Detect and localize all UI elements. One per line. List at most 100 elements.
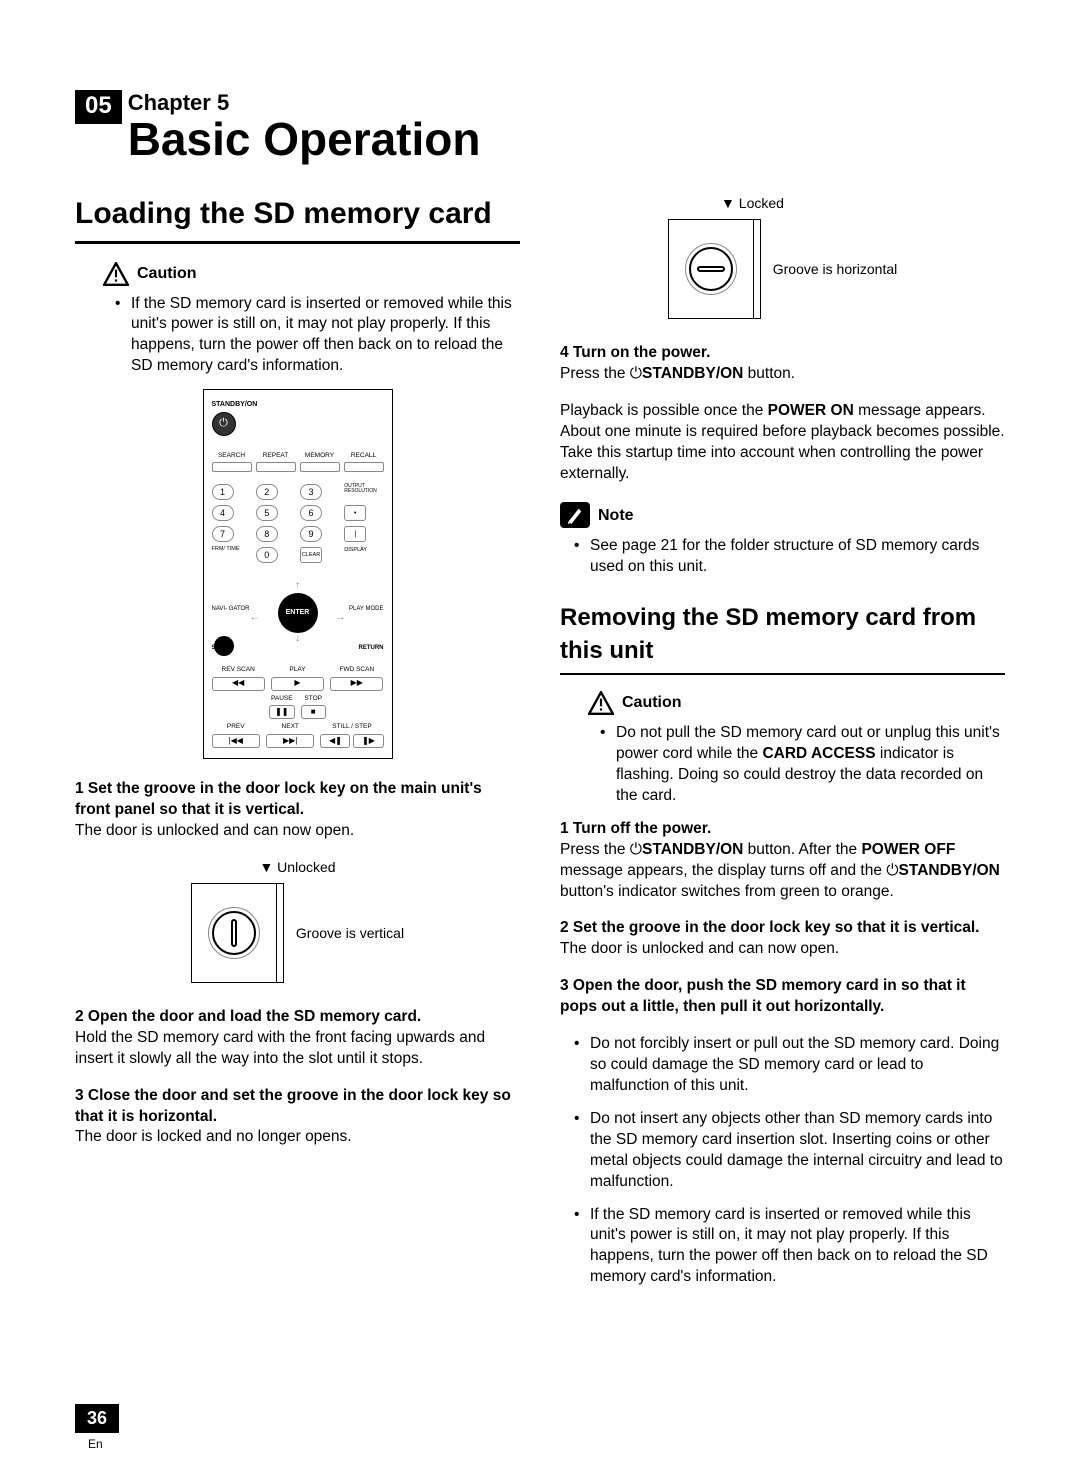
remote-display: DISPLAY (344, 547, 383, 563)
remote-clear: CLEAR (300, 547, 322, 563)
caution-list: If the SD memory card is inserted or rem… (75, 294, 520, 378)
r-step-2-body: The door is unlocked and can now open. (560, 939, 1005, 960)
left-arrow-icon: ← (250, 611, 260, 625)
r-step-2-label: 2 Set the groove in the door lock key so… (560, 918, 1005, 939)
section-title-loading: Loading the SD memory card (75, 194, 520, 244)
caution-label-2: Caution (622, 692, 682, 714)
step-1: 1 Set the groove in the door lock key on… (75, 779, 520, 842)
remote-num-7: 7 (212, 526, 234, 542)
note-list: See page 21 for the folder structure of … (560, 536, 1005, 578)
step-4-label: 4 Turn on the power. (560, 343, 1005, 364)
caution-row: Caution (75, 262, 520, 286)
power-icon: ⏻ (886, 862, 898, 879)
remote-standby-label: STANDBY/ON (212, 400, 384, 409)
remote-output-res: OUTPUT RESOLUTION (344, 484, 383, 500)
remote-num-6: 6 (300, 505, 322, 521)
content-columns: Loading the SD memory card Caution If th… (75, 194, 1005, 1300)
unlocked-label: ▼ Unlocked (259, 858, 335, 877)
remote-frm-time: FRM/ TIME (212, 547, 251, 563)
r-bullet-1: Do not forcibly insert or pull out the S… (578, 1034, 1005, 1097)
remote-numpad: 1 2 3 OUTPUT RESOLUTION 4 5 6 • 7 8 9 | … (212, 484, 384, 563)
remote-num-1: 1 (212, 484, 234, 500)
locked-label: ▼ Locked (721, 194, 784, 213)
step-4-p2: Playback is possible once the POWER ON m… (560, 401, 1005, 485)
right-column: ▼ Locked Groove is horizontal 4 Turn on … (560, 194, 1005, 1300)
locked-diagram: ▼ Locked Groove is horizontal (560, 194, 1005, 319)
remote-playmode-label: PLAY MODE (349, 605, 383, 613)
remote-recall-label: RECALL (351, 452, 376, 459)
remote-num-4: 4 (212, 505, 234, 521)
left-column: Loading the SD memory card Caution If th… (75, 194, 520, 1300)
page-lang: En (88, 1437, 103, 1451)
step-1-body: The door is unlocked and can now open. (75, 821, 520, 842)
r-bullet-2: Do not insert any objects other than SD … (578, 1109, 1005, 1193)
remote-num-3: 3 (300, 484, 322, 500)
chapter-header: 05 Chapter 5 Basic Operation (75, 90, 1005, 194)
r-step-2: 2 Set the groove in the door lock key so… (560, 918, 1005, 960)
remote-num-0: 0 (256, 547, 278, 563)
remote-setup-btn (214, 636, 234, 656)
locked-note: Groove is horizontal (773, 260, 898, 278)
remote-enter-btn: ENTER (278, 593, 318, 633)
step-2-body: Hold the SD memory card with the front f… (75, 1028, 520, 1070)
step-4-body: Press the ⏻STANDBY/ON button. (560, 364, 1005, 385)
step-3: 3 Close the door and set the groove in t… (75, 1086, 520, 1149)
r-step-3: 3 Open the door, push the SD memory card… (560, 976, 1005, 1018)
remote-return-label: RETURN (359, 644, 384, 652)
r-step-1-label: 1 Turn off the power. (560, 819, 1005, 840)
caution-icon (588, 691, 614, 715)
r-bullet-3: If the SD memory card is inserted or rem… (578, 1205, 1005, 1289)
remote-diagram: STANDBY/ON ⏻ SEARCH REPEAT MEMORY RECALL… (203, 389, 393, 759)
step-3-body: The door is locked and no longer opens. (75, 1127, 520, 1148)
remote-top-row: SEARCH REPEAT MEMORY RECALL (212, 452, 384, 473)
lock-face-icon (212, 911, 256, 955)
r-step-1: 1 Turn off the power. Press the ⏻STANDBY… (560, 819, 1005, 903)
remote-bottom: REV SCAN◀◀ PLAY▶ FWD SCAN▶▶ PAUSE❚❚ STOP… (212, 666, 384, 748)
step-1-label: 1 Set the groove in the door lock key on… (75, 779, 520, 821)
down-arrow-icon: ↓ (295, 632, 300, 646)
caution-label: Caution (137, 263, 197, 285)
remote-stillstep: STILL / STEP (332, 723, 372, 730)
remote-stop: STOP (304, 695, 322, 702)
step-2: 2 Open the door and load the SD memory c… (75, 1007, 520, 1070)
step-2-label: 2 Open the door and load the SD memory c… (75, 1007, 520, 1028)
r-step-3-label: 3 Open the door, push the SD memory card… (560, 976, 1005, 1018)
note-label: Note (598, 505, 634, 527)
main-title: Basic Operation (128, 112, 481, 166)
remote-repeat-label: REPEAT (263, 452, 289, 459)
remote-fwdscan: FWD SCAN (339, 666, 374, 673)
remote-num-9: 9 (300, 526, 322, 542)
remote-num-5: 5 (256, 505, 278, 521)
lock-frame-locked (668, 219, 754, 319)
right-arrow-icon: → (336, 611, 346, 625)
remote-revscan: REV SCAN (222, 666, 255, 673)
remote-pause: PAUSE (271, 695, 293, 702)
chapter-badge: 05 (75, 90, 122, 124)
note-bullet: See page 21 for the folder structure of … (578, 536, 1005, 578)
caution-bullet: If the SD memory card is inserted or rem… (119, 294, 520, 378)
step-3-label: 3 Close the door and set the groove in t… (75, 1086, 520, 1128)
up-arrow-icon: ↑ (295, 579, 300, 593)
power-icon: ⏻ (630, 365, 642, 382)
remote-play: PLAY (289, 666, 305, 673)
lock-frame (191, 883, 277, 983)
remote-memory-label: MEMORY (305, 452, 334, 459)
r-step-3-bullets: Do not forcibly insert or pull out the S… (560, 1034, 1005, 1288)
remote-num-8: 8 (256, 526, 278, 542)
subsection-title-removing: Removing the SD memory card from this un… (560, 602, 1005, 675)
remote-prev: PREV (227, 723, 245, 730)
caution-bullet-2: Do not pull the SD memory card out or un… (604, 723, 1005, 807)
remote-res-btn: • (344, 505, 366, 521)
remote-navigator-label: NAVI- GATOR (212, 605, 250, 613)
note-icon (560, 502, 590, 528)
note-row: Note (560, 502, 1005, 528)
unlocked-diagram: ▼ Unlocked Groove is vertical (75, 858, 520, 983)
step-4: 4 Turn on the power. Press the ⏻STANDBY/… (560, 343, 1005, 385)
caution-list-2: Do not pull the SD memory card out or un… (560, 723, 1005, 807)
caution-row-2: Caution (560, 691, 1005, 715)
page-number: 36 (75, 1404, 119, 1433)
remote-next: NEXT (282, 723, 299, 730)
remote-num-2: 2 (256, 484, 278, 500)
power-icon: ⏻ (219, 416, 228, 431)
power-icon: ⏻ (630, 841, 642, 858)
